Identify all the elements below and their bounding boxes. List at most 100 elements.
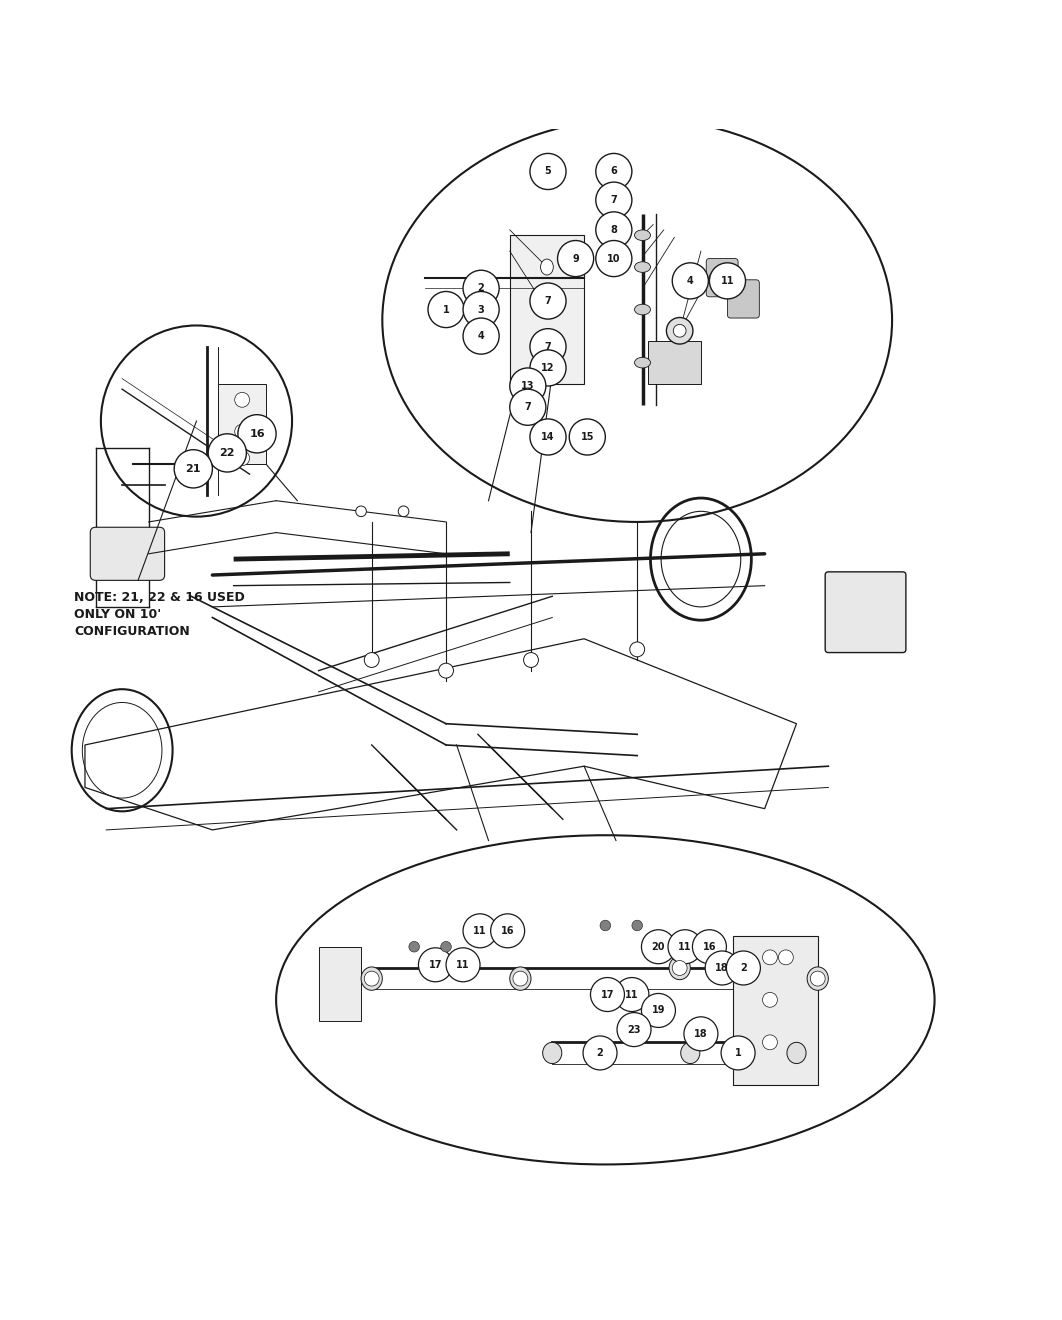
Text: 7: 7	[545, 296, 551, 306]
Ellipse shape	[634, 261, 650, 272]
Text: 23: 23	[628, 1024, 640, 1035]
Text: 2: 2	[740, 964, 747, 973]
Circle shape	[530, 282, 566, 319]
Text: 16: 16	[703, 941, 716, 952]
Circle shape	[632, 920, 643, 931]
Circle shape	[398, 506, 409, 516]
Text: 10: 10	[607, 253, 620, 264]
Circle shape	[590, 978, 624, 1011]
Circle shape	[596, 211, 632, 248]
Circle shape	[235, 424, 250, 440]
Circle shape	[672, 263, 708, 298]
Circle shape	[446, 948, 480, 982]
Circle shape	[510, 389, 546, 425]
Circle shape	[513, 972, 528, 986]
Circle shape	[208, 434, 246, 473]
FancyBboxPatch shape	[510, 235, 584, 384]
Ellipse shape	[276, 836, 935, 1164]
Circle shape	[630, 642, 645, 657]
Ellipse shape	[681, 1043, 700, 1064]
Ellipse shape	[541, 259, 553, 275]
Text: 20: 20	[652, 941, 665, 952]
Text: 2: 2	[597, 1048, 603, 1057]
Circle shape	[615, 978, 649, 1011]
Text: 17: 17	[601, 990, 614, 999]
Circle shape	[709, 263, 746, 298]
Text: NOTE: 21, 22 & 16 USED
ONLY ON 10'
CONFIGURATION: NOTE: 21, 22 & 16 USED ONLY ON 10' CONFI…	[74, 591, 245, 638]
Ellipse shape	[787, 1043, 806, 1064]
FancyBboxPatch shape	[825, 572, 906, 652]
Circle shape	[617, 1012, 651, 1047]
FancyBboxPatch shape	[319, 946, 361, 1022]
Ellipse shape	[669, 956, 690, 979]
Text: 11: 11	[474, 925, 486, 936]
Ellipse shape	[541, 301, 553, 318]
Circle shape	[174, 450, 212, 488]
Circle shape	[596, 182, 632, 218]
Circle shape	[524, 652, 538, 668]
Circle shape	[596, 240, 632, 277]
Text: 15: 15	[581, 432, 594, 442]
Circle shape	[364, 972, 379, 986]
Text: 17: 17	[429, 960, 442, 970]
Ellipse shape	[634, 304, 650, 315]
Text: 4: 4	[478, 331, 484, 341]
Text: 22: 22	[220, 447, 235, 458]
Text: 1: 1	[735, 1048, 741, 1057]
Text: 11: 11	[626, 990, 638, 999]
Circle shape	[692, 929, 726, 964]
Circle shape	[668, 929, 702, 964]
Circle shape	[583, 1036, 617, 1071]
Text: 14: 14	[542, 432, 554, 442]
Text: 21: 21	[186, 463, 201, 474]
Text: 19: 19	[652, 1006, 665, 1015]
Ellipse shape	[543, 1043, 562, 1064]
Circle shape	[510, 368, 546, 404]
Ellipse shape	[673, 325, 686, 337]
Circle shape	[463, 913, 497, 948]
Text: 9: 9	[572, 253, 579, 264]
Circle shape	[641, 994, 675, 1027]
FancyBboxPatch shape	[218, 384, 266, 463]
Circle shape	[418, 948, 452, 982]
Text: 11: 11	[721, 276, 734, 286]
Circle shape	[763, 1035, 777, 1049]
Text: 7: 7	[611, 195, 617, 205]
Ellipse shape	[634, 230, 650, 240]
Circle shape	[235, 392, 250, 408]
Text: 16: 16	[501, 925, 514, 936]
Circle shape	[356, 506, 366, 516]
Ellipse shape	[510, 968, 531, 990]
Circle shape	[428, 292, 464, 327]
Circle shape	[726, 950, 760, 985]
Circle shape	[672, 961, 687, 975]
Text: 12: 12	[542, 363, 554, 374]
Circle shape	[530, 329, 566, 364]
Circle shape	[439, 663, 453, 678]
Text: 7: 7	[545, 342, 551, 351]
Text: 4: 4	[687, 276, 693, 286]
Text: 11: 11	[457, 960, 469, 970]
Circle shape	[530, 350, 566, 385]
Text: 16: 16	[250, 429, 264, 438]
Circle shape	[641, 929, 675, 964]
Circle shape	[810, 972, 825, 986]
Circle shape	[463, 271, 499, 306]
Text: 18: 18	[716, 964, 729, 973]
Circle shape	[530, 153, 566, 190]
Text: 2: 2	[478, 284, 484, 293]
Text: 8: 8	[611, 224, 617, 235]
Ellipse shape	[667, 318, 692, 345]
FancyBboxPatch shape	[727, 280, 759, 318]
Text: 3: 3	[478, 305, 484, 314]
Text: 18: 18	[695, 1028, 707, 1039]
Circle shape	[441, 941, 451, 952]
Circle shape	[238, 414, 276, 453]
Circle shape	[705, 950, 739, 985]
Text: 1: 1	[443, 305, 449, 314]
Circle shape	[778, 950, 793, 965]
Text: 13: 13	[521, 381, 534, 391]
Circle shape	[721, 1036, 755, 1071]
FancyBboxPatch shape	[648, 342, 701, 384]
FancyBboxPatch shape	[90, 527, 165, 581]
